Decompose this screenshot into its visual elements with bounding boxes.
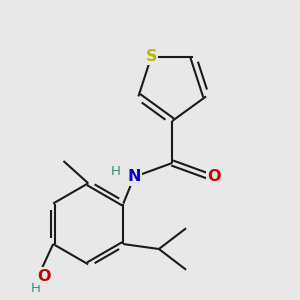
Text: H: H	[31, 282, 41, 295]
Text: N: N	[128, 169, 141, 184]
Text: H: H	[110, 165, 120, 178]
Text: O: O	[208, 169, 221, 184]
Text: O: O	[38, 269, 51, 284]
Text: S: S	[146, 49, 157, 64]
